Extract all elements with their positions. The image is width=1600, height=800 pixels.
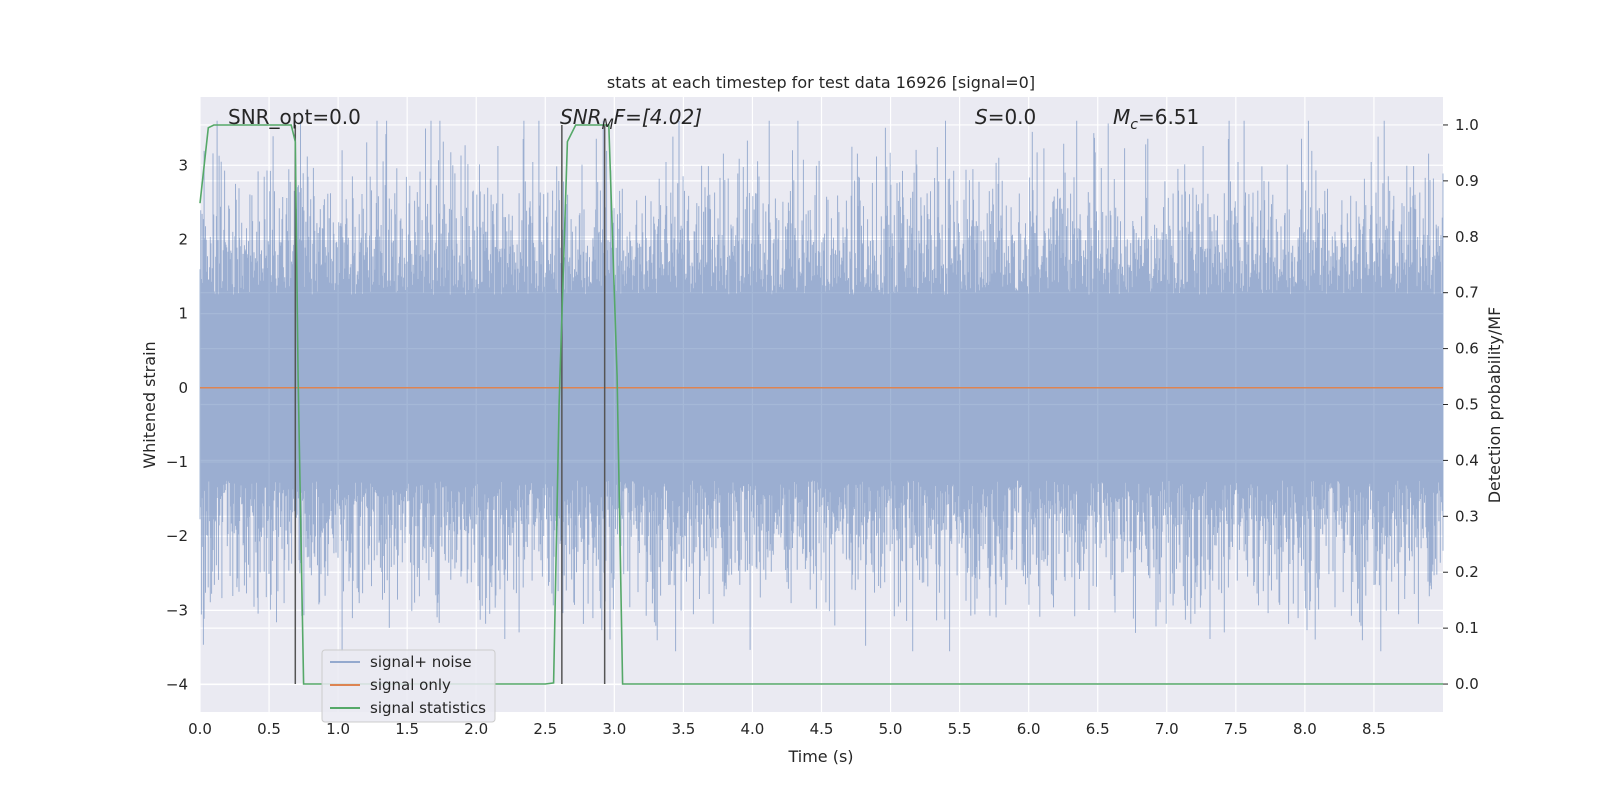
legend-label-signal-noise: signal+ noise xyxy=(370,653,472,671)
x-tick-label: 3.0 xyxy=(602,720,626,738)
x-tick-label: 1.0 xyxy=(326,720,350,738)
annotation-s-value: =0.0 xyxy=(988,105,1037,129)
y-right-tick-label: 0.0 xyxy=(1455,675,1479,693)
x-tick-label: 8.0 xyxy=(1293,720,1317,738)
chart-title: stats at each timestep for test data 169… xyxy=(607,73,1035,92)
annotation-mc-subscript: c xyxy=(1130,117,1138,133)
x-tick-label: 4.5 xyxy=(810,720,834,738)
y-axis-right-label: Detection probability/MF xyxy=(1485,307,1504,504)
x-tick-label: 6.5 xyxy=(1086,720,1110,738)
y-left-tick-label: 3 xyxy=(178,156,188,174)
y-right-tick-label: 0.9 xyxy=(1455,172,1479,190)
x-tick-label: 3.5 xyxy=(671,720,695,738)
annotation-snr-mf-symbol: SNR xyxy=(560,105,602,129)
annotation-mc: Mc=6.51 xyxy=(1113,105,1199,133)
x-axis-label: Time (s) xyxy=(787,747,853,766)
y-left-tick-label: 0 xyxy=(178,379,188,397)
x-tick-label: 5.0 xyxy=(879,720,903,738)
x-tick-label: 0.0 xyxy=(188,720,212,738)
y-right-tick-label: 1.0 xyxy=(1455,116,1479,134)
x-tick-label: 6.0 xyxy=(1017,720,1041,738)
y-axis-left-label: Whitened strain xyxy=(140,341,159,468)
x-tick-label: 5.5 xyxy=(948,720,972,738)
signal-noise-trace xyxy=(199,120,1444,652)
legend: signal+ noise signal only signal statist… xyxy=(321,649,496,723)
x-tick-label: 2.0 xyxy=(464,720,488,738)
y-right-tick-label: 0.3 xyxy=(1455,507,1479,525)
y-right-tick-label: 0.8 xyxy=(1455,228,1479,246)
y-left-tick-label: −4 xyxy=(166,676,188,694)
y-right-tick-label: 0.1 xyxy=(1455,619,1479,637)
annotation-snr-mf-value: F=[4.02] xyxy=(614,105,702,129)
x-tick-label: 8.5 xyxy=(1362,720,1386,738)
x-tick-labels: 0.0 0.5 1.0 1.5 2.0 2.5 3.0 3.5 4.0 4.5 5.0 5.5 6.0 6… xyxy=(188,720,1386,738)
x-tick-label: 2.5 xyxy=(533,720,557,738)
annotation-snr-mf-subscript: M xyxy=(602,117,614,133)
series-signal-statistics-line xyxy=(199,124,1443,685)
y-right-tick-label: 0.6 xyxy=(1455,340,1479,358)
y-right-tick-label: 0.2 xyxy=(1455,563,1479,581)
y-left-tick-label: −3 xyxy=(166,601,188,619)
y-right-tick-label: 0.7 xyxy=(1455,284,1479,302)
legend-label-signal-only: signal only xyxy=(370,676,451,694)
y-left-tick-label: 1 xyxy=(178,305,188,323)
y-left-tick-label: −1 xyxy=(166,453,188,471)
y-right-tick-label: 0.5 xyxy=(1455,396,1479,414)
annotation-mc-value: =6.51 xyxy=(1138,105,1199,129)
y-right-tick-label: 0.4 xyxy=(1455,451,1479,469)
legend-box xyxy=(321,649,496,723)
annotation-s-symbol: S xyxy=(975,105,988,129)
series-signal-noise xyxy=(199,120,1444,652)
annotation-s: S=0.0 xyxy=(975,105,1036,129)
x-tick-label: 1.5 xyxy=(395,720,419,738)
y-left-tick-label: −2 xyxy=(166,527,188,545)
annotation-snr-opt: SNR_opt=0.0 xyxy=(228,105,361,129)
y-left-tick-label: 2 xyxy=(178,230,188,248)
x-tick-label: 7.0 xyxy=(1155,720,1179,738)
annotation-mc-symbol: M xyxy=(1113,105,1130,129)
x-tick-label: 0.5 xyxy=(257,720,281,738)
x-tick-label: 7.5 xyxy=(1224,720,1248,738)
vertical-markers xyxy=(294,124,606,685)
x-tick-label: 4.0 xyxy=(741,720,765,738)
annotation-snr-mf: SNRMF=[4.02] xyxy=(560,105,702,133)
legend-label-signal-statistics: signal statistics xyxy=(370,699,486,717)
y-left-tick-labels: 3 2 1 0 −1 −2 −3 −4 xyxy=(166,156,188,693)
y-right-tick-labels: 1.0 0.9 0.8 0.7 0.6 0.5 0.4 0.3 0.2 0.1 0.0 xyxy=(1443,116,1479,693)
